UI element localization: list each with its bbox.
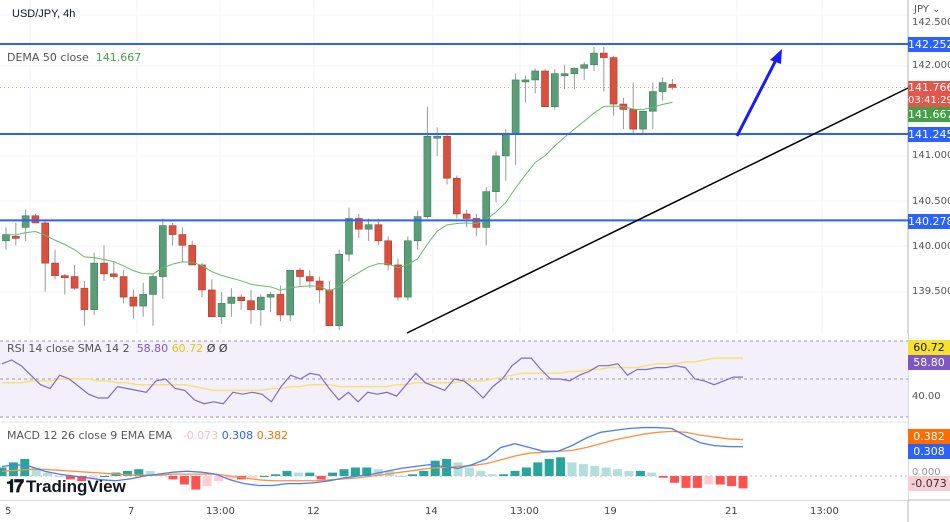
time-label: 21 [725, 506, 738, 517]
macd-label: MACD 12 26 close 9 EMA EMA [7, 429, 173, 442]
macd-signal-tag: 0.382 [908, 429, 950, 444]
time-label: 19 [604, 506, 617, 517]
macd-legend: MACD 12 26 close 9 EMA EMA -0.073 0.308 … [4, 428, 291, 443]
rsi-extra-2: Ø [218, 342, 228, 355]
bar-countdown: 03:41:29 [908, 95, 950, 106]
time-label: 14 [425, 506, 438, 517]
macd-zero-tick: 0.000 [912, 467, 941, 478]
dema-value: 141.667 [95, 51, 142, 64]
resistance-tag: 142.252 [908, 37, 950, 52]
price-tick: 140.500 [912, 196, 950, 207]
tradingview-logo[interactable]: 𝟏𝟕 TradingView [6, 476, 126, 497]
rsi-sma-tag: 60.72 [908, 340, 950, 355]
macd-value: 0.308 [221, 429, 254, 442]
time-label: 12 [307, 506, 320, 517]
time-label: 7 [128, 506, 135, 517]
symbol-title: USD/JPY, 4h [12, 8, 76, 20]
rsi-value: 58.80 [136, 342, 169, 355]
time-label: 5 [5, 506, 12, 517]
dema-tag: 141.667 [908, 107, 950, 122]
rsi-tag: 58.80 [908, 355, 950, 370]
rsi-tick: 40.00 [912, 391, 941, 402]
chevron-down-icon: ⌄ [932, 4, 941, 15]
dema-legend: DEMA 50 close 141.667 [4, 50, 145, 65]
price-tick: 139.500 [912, 286, 950, 297]
time-label: 13:00 [206, 506, 235, 517]
support-low-tag: 140.278 [908, 214, 950, 229]
macd-signal-value: 0.382 [256, 429, 289, 442]
price-tick: 142.000 [912, 60, 950, 71]
currency-label: JPY [914, 4, 929, 15]
currency-dropdown[interactable]: JPY ⌄ [914, 4, 940, 15]
price-tick: 141.000 [912, 150, 950, 161]
tradingview-logo-icon: 𝟏𝟕 [6, 476, 24, 496]
dema-label: DEMA 50 close [7, 51, 89, 64]
support-mid-tag: 141.245 [908, 127, 950, 142]
last-price: 141.766 [908, 81, 950, 94]
price-tick: 142.500 [912, 17, 950, 28]
time-label: 13:00 [510, 506, 539, 517]
macd-hist-value: -0.073 [182, 429, 219, 442]
last-price-tag: 141.766 03:41:29 [908, 81, 950, 107]
macd-hist-tag: -0.073 [908, 476, 950, 491]
rsi-legend: RSI 14 close SMA 14 2 58.80 60.72 Ø Ø [4, 341, 231, 356]
rsi-sma-value: 60.72 [171, 342, 204, 355]
macd-tag: 0.308 [908, 444, 950, 459]
rsi-label: RSI 14 close SMA 14 2 [7, 342, 130, 355]
time-label: 13:00 [810, 506, 839, 517]
price-tick: 140.000 [912, 241, 950, 252]
rsi-extra-1: Ø [206, 342, 216, 355]
tradingview-logo-text: TradingView [26, 476, 126, 496]
